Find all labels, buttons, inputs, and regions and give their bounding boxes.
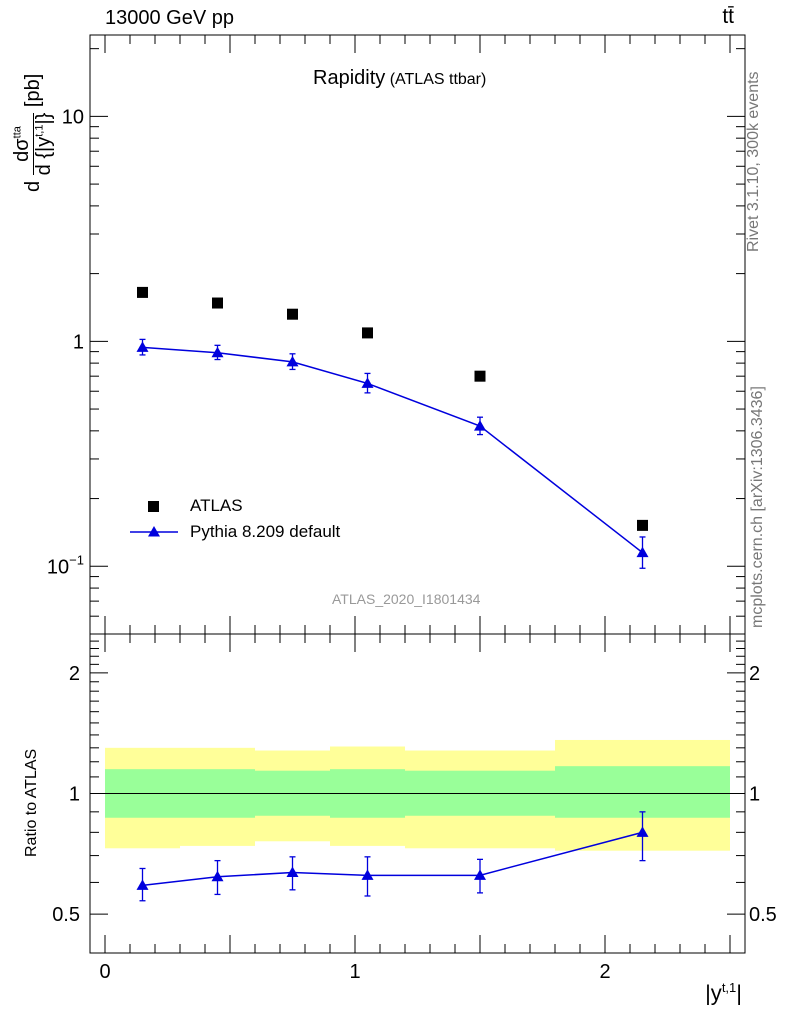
top-y-tick-label: 10 xyxy=(62,106,84,128)
rivet-version-label: Rivet 3.1.10, 300k events xyxy=(745,71,762,252)
xlabel-sup: t,1 xyxy=(721,980,737,995)
ylabel-den-post: |} xyxy=(33,112,55,125)
ylabel-num-sup: tta xyxy=(11,126,24,139)
ratio-point xyxy=(286,866,299,878)
ratio-band-inner xyxy=(555,766,730,818)
chart-title: Rapidity (ATLAS ttbar) xyxy=(313,67,486,90)
legend-marker-atlas xyxy=(148,501,159,512)
ratio-point xyxy=(636,826,649,837)
ylabel-den-sup: t,1 xyxy=(33,124,46,137)
pythia-point xyxy=(361,377,374,388)
ratio-y-tick-label-right: 1 xyxy=(749,784,760,806)
atlas-point xyxy=(474,370,486,382)
pythia-point xyxy=(636,546,649,558)
atlas-point xyxy=(287,308,298,320)
x-tick-label: 0 xyxy=(99,961,110,983)
legend-entry-atlas: ATLAS xyxy=(190,496,243,515)
atlas-point xyxy=(637,519,648,531)
atlas-point xyxy=(362,327,373,339)
ratio-y-tick-label: 2 xyxy=(69,663,80,685)
top-y-tick-label: 1 xyxy=(73,331,84,353)
analysis-watermark: ATLAS_2020_I1801434 xyxy=(332,591,481,607)
pythia-point xyxy=(474,420,486,431)
top-panel-frame xyxy=(89,34,746,635)
ylabel-numerator: dσtta xyxy=(11,112,34,176)
ratio-y-tick-label: 0.5 xyxy=(52,904,80,926)
ratio-point xyxy=(136,879,149,890)
ratio-y-tick-label-right: 2 xyxy=(749,663,760,685)
uncertainty-bands xyxy=(105,739,730,851)
ratio-series-line xyxy=(142,831,643,887)
ylabel-den-text: d {|y xyxy=(33,136,55,176)
xlabel-post: | xyxy=(736,980,742,1006)
atlas-point xyxy=(212,297,223,309)
pythia-point xyxy=(136,341,149,352)
axes: 10−1 1 10 0.5 0.5 1 1 2 2 0 1 2 xyxy=(47,34,777,983)
y-axis-label-top: d dσtta d {|yt,1|} [pb] xyxy=(11,73,55,192)
atlas-point xyxy=(137,286,148,298)
x-axis-label: |yt,1| xyxy=(705,980,742,1006)
ratio-y-tick-label: 1 xyxy=(69,784,80,806)
ylabel-fraction: dσtta d {|yt,1|} xyxy=(11,112,55,176)
ylabel-num-text: dσ xyxy=(11,138,33,162)
pythia-point xyxy=(211,346,224,358)
pythia-point xyxy=(286,355,299,367)
mcplots-reference-label: mcplots.cern.ch [arXiv:1306.3436] xyxy=(749,386,766,628)
ylabel-unit: [pb] xyxy=(21,73,44,108)
top-y-tick-label: 10−1 xyxy=(47,552,84,578)
collision-label: 13000 GeV pp xyxy=(105,7,234,29)
ratio-y-tick-label-right: 0.5 xyxy=(749,904,777,926)
xlabel-main: |y xyxy=(705,980,722,1006)
process-label: tt̄ xyxy=(722,5,734,28)
chart-title-main: Rapidity xyxy=(313,67,386,89)
ratio-point xyxy=(211,870,224,882)
pythia-series-line xyxy=(142,346,643,554)
ratio-point xyxy=(474,869,486,880)
data-marks xyxy=(130,286,649,902)
legend-entry-pythia: Pythia 8.209 default xyxy=(190,522,341,541)
ratio-point xyxy=(361,869,374,880)
legend-marker-pythia xyxy=(148,526,160,537)
y-axis-label-ratio: Ratio to ATLAS xyxy=(23,748,40,857)
chart-title-sub: (ATLAS ttbar) xyxy=(389,71,487,88)
x-tick-label: 2 xyxy=(599,961,610,983)
ylabel-denominator: d {|yt,1|} xyxy=(33,112,55,176)
x-tick-label: 1 xyxy=(349,961,360,983)
ylabel-d: d xyxy=(21,180,44,192)
